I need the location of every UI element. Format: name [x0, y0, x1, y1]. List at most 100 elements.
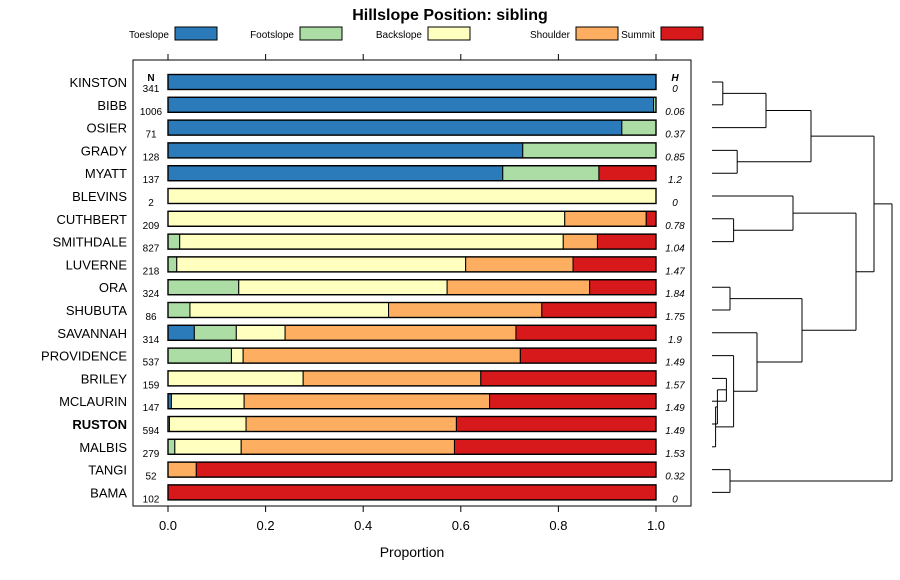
row-h: 0.78 [665, 221, 685, 232]
row-n: 279 [143, 449, 160, 460]
bar-segment [446, 279, 591, 296]
row-h: 0 [672, 198, 678, 209]
bar-segment [502, 165, 600, 182]
bar-outline [167, 187, 657, 205]
bar-segment [243, 393, 491, 410]
row-n: 137 [143, 175, 160, 186]
bar-segment [596, 233, 657, 250]
bar-outline [167, 142, 657, 159]
bar-segment [235, 324, 286, 341]
h-header: H [671, 73, 679, 84]
x-axis-label: Proportion [380, 544, 445, 560]
legend-swatch [299, 26, 343, 41]
bar-segment [167, 233, 181, 250]
bar-outline [167, 164, 657, 182]
bar-segment [284, 324, 517, 341]
row-h: 1.57 [665, 380, 685, 391]
row-n: 594 [143, 426, 160, 437]
legend-label: Footslope [250, 30, 294, 41]
row-n: 209 [143, 221, 160, 232]
bar-segment [242, 347, 521, 364]
row-label: MCLAURIN [59, 394, 127, 409]
bar-segment [174, 438, 242, 455]
row-h: 0 [672, 494, 678, 505]
row-h: 0.37 [665, 130, 685, 141]
row-label: PROVIDENCE [41, 349, 127, 364]
bar-outline [167, 438, 657, 455]
n-header: N [147, 73, 154, 84]
bar-outline [167, 301, 657, 319]
x-tick-label: 0.6 [452, 518, 470, 533]
legend-swatch [174, 26, 218, 41]
bar-segment [167, 256, 178, 273]
row-n: 147 [143, 403, 160, 414]
bars [167, 73, 657, 501]
row-label: SAVANNAH [57, 326, 127, 341]
bar-outline [167, 256, 657, 273]
bar-outline [167, 415, 657, 433]
row-h: 0 [672, 84, 678, 95]
bar-segment [167, 484, 657, 501]
row-label: BRILEY [81, 371, 128, 386]
row-label: TANGI [88, 463, 127, 478]
x-tick-label: 0.0 [159, 518, 177, 533]
legend-label: Backslope [376, 30, 423, 41]
row-n: 827 [143, 244, 160, 255]
bar-segment [167, 302, 191, 318]
row-n: 128 [143, 152, 160, 163]
bar-outline [167, 96, 657, 114]
bar-segment [167, 279, 240, 296]
bar-segment [480, 370, 657, 387]
row-n: 218 [143, 266, 160, 277]
legend-swatch [575, 26, 619, 41]
x-tick-label: 1.0 [647, 518, 665, 533]
bar-outline [167, 347, 657, 364]
row-h: 0.85 [665, 152, 685, 163]
bar-segment [167, 119, 623, 136]
row-labels: KINSTON 341 0 BIBB 1006 0.06 OSIER 71 0.37 GRADY 1… [41, 75, 685, 505]
bar-segment [167, 347, 232, 364]
bar-segment [167, 74, 657, 90]
row-h: 1.75 [665, 312, 685, 323]
bar-outline [167, 324, 657, 341]
bar-segment [489, 393, 657, 410]
bar-segment [167, 165, 504, 182]
legend: Toeslope Footslope Backslope Shoulder Summit [129, 26, 704, 41]
bar-segment [179, 233, 564, 250]
row-n: 159 [143, 380, 160, 391]
bar-segment [240, 438, 455, 455]
row-h: 0.32 [665, 472, 685, 483]
x-tick-label: 0.8 [549, 518, 567, 533]
row-label: CUTHBERT [56, 212, 127, 227]
row-n: 52 [145, 472, 157, 483]
bar-outline [167, 73, 657, 91]
x-axis: 0.0 0.2 0.4 0.6 0.8 1.0 [159, 54, 665, 533]
row-n: 537 [143, 358, 160, 369]
row-label: GRADY [81, 143, 128, 158]
row-h: 1.49 [665, 358, 685, 369]
row-label: SHUBUTA [66, 303, 127, 318]
row-n: 86 [145, 312, 157, 323]
legend-label: Toeslope [129, 30, 169, 41]
row-label: MALBIS [79, 440, 127, 455]
bar-segment [598, 165, 657, 182]
row-label: ORA [99, 280, 128, 295]
bar-segment [515, 324, 657, 341]
bar-segment [170, 393, 245, 410]
row-label: LUVERNE [66, 257, 128, 272]
bar-segment [589, 279, 657, 296]
bar-outline [167, 279, 657, 296]
bar-outline [167, 484, 657, 501]
row-n: 71 [145, 130, 157, 141]
row-label: BAMA [90, 485, 127, 500]
row-n: 314 [143, 335, 160, 346]
row-h: 0.06 [665, 107, 685, 118]
row-h: 1.53 [665, 449, 685, 460]
plot-frame [132, 59, 692, 507]
bar-outline [167, 210, 657, 228]
bar-segment [519, 347, 657, 364]
row-h: 1.84 [665, 289, 685, 300]
bar-segment [238, 279, 448, 296]
row-label: RUSTON [72, 417, 127, 432]
